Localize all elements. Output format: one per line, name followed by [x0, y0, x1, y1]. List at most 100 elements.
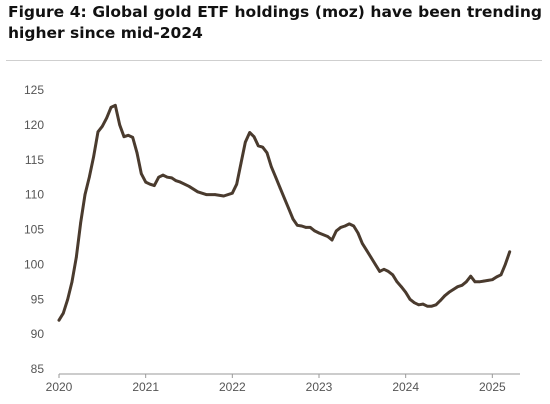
- data-point: [239, 161, 243, 165]
- data-point: [231, 191, 234, 195]
- data-point: [196, 190, 199, 194]
- data-point: [439, 299, 442, 302]
- data-point: [374, 263, 377, 266]
- x-tick-label: 2021: [132, 380, 159, 394]
- y-tick-label: 85: [31, 362, 45, 376]
- x-tick-label: 2022: [219, 380, 246, 394]
- data-point: [348, 222, 351, 226]
- data-point: [109, 106, 113, 109]
- data-point: [278, 186, 282, 189]
- data-point: [473, 280, 477, 284]
- data-point: [426, 304, 429, 308]
- data-point: [296, 224, 299, 227]
- data-point: [395, 280, 399, 284]
- y-tick-label: 125: [24, 83, 44, 97]
- data-point: [365, 249, 369, 252]
- data-point: [387, 270, 390, 273]
- data-point: [135, 151, 139, 155]
- data-point: [304, 226, 308, 229]
- data-point: [335, 229, 338, 233]
- data-point: [443, 294, 447, 298]
- data-point: [382, 268, 386, 271]
- data-point: [148, 182, 152, 186]
- data-point: [309, 226, 312, 229]
- data-point: [75, 256, 78, 259]
- y-tick-label: 100: [24, 257, 44, 271]
- y-tick-label: 95: [31, 292, 45, 306]
- data-point: [101, 125, 104, 128]
- data-point: [62, 311, 65, 315]
- data-point: [140, 172, 143, 175]
- data-point: [105, 116, 108, 120]
- data-point: [265, 151, 269, 155]
- data-point: [144, 180, 147, 184]
- data-point: [174, 179, 178, 182]
- data-point: [317, 231, 321, 235]
- data-point: [343, 224, 347, 228]
- data-point: [434, 303, 438, 307]
- data-point: [57, 318, 61, 322]
- x-tick-label: 2024: [392, 380, 419, 394]
- y-tick-label: 110: [25, 188, 44, 202]
- y-tick-label: 115: [25, 153, 44, 167]
- data-point: [70, 280, 74, 284]
- data-point: [205, 193, 208, 196]
- data-point: [486, 279, 490, 282]
- data-point: [222, 194, 225, 198]
- data-point: [83, 193, 87, 196]
- data-point: [482, 279, 486, 283]
- data-point: [213, 193, 217, 196]
- data-point: [330, 238, 334, 242]
- data-point: [452, 288, 455, 291]
- data-point: [131, 136, 134, 139]
- title-divider: [6, 60, 542, 61]
- data-point: [270, 165, 273, 168]
- data-point: [187, 185, 191, 188]
- data-point: [460, 284, 464, 287]
- data-point: [166, 175, 169, 179]
- data-point: [300, 224, 304, 228]
- data-point: [88, 175, 91, 179]
- data-point: [413, 301, 416, 305]
- data-point: [244, 141, 247, 144]
- data-point: [161, 173, 165, 177]
- data-point: [248, 131, 251, 134]
- data-point: [495, 275, 499, 279]
- data-point: [313, 229, 317, 233]
- y-tick-label: 120: [24, 118, 44, 132]
- data-point: [157, 175, 160, 179]
- figure-title-block: Figure 4: Global gold ETF holdings (moz)…: [8, 2, 542, 44]
- y-tick-label: 90: [31, 327, 45, 341]
- data-point: [179, 180, 182, 184]
- data-point: [252, 135, 256, 138]
- data-point: [369, 256, 373, 259]
- data-point: [404, 291, 408, 294]
- data-point: [391, 273, 395, 277]
- data-point: [291, 217, 295, 221]
- data-point: [499, 273, 503, 277]
- data-point: [326, 235, 330, 238]
- data-point: [287, 207, 291, 210]
- data-point: [447, 291, 451, 294]
- data-point: [430, 304, 434, 308]
- series-layer: [57, 103, 512, 322]
- data-point: [261, 145, 265, 149]
- data-point: [96, 130, 100, 134]
- y-axis-ticks: 85 90 95 100 105 110 115 120 125: [24, 83, 44, 376]
- data-point: [361, 242, 364, 245]
- data-point: [283, 196, 286, 200]
- data-point: [66, 298, 69, 301]
- x-axis-ticks: 2020 2021 2022 2023 2024 2025: [46, 374, 506, 394]
- data-point: [352, 224, 356, 228]
- data-point: [491, 278, 494, 282]
- data-point: [417, 303, 421, 307]
- data-point: [456, 285, 460, 289]
- data-point: [421, 302, 425, 306]
- data-point: [478, 280, 481, 284]
- data-point: [118, 123, 121, 127]
- figure-title: Figure 4: Global gold ETF holdings (moz)…: [8, 3, 542, 42]
- data-point: [170, 176, 173, 180]
- data-point: [79, 221, 82, 224]
- data-point: [465, 280, 468, 284]
